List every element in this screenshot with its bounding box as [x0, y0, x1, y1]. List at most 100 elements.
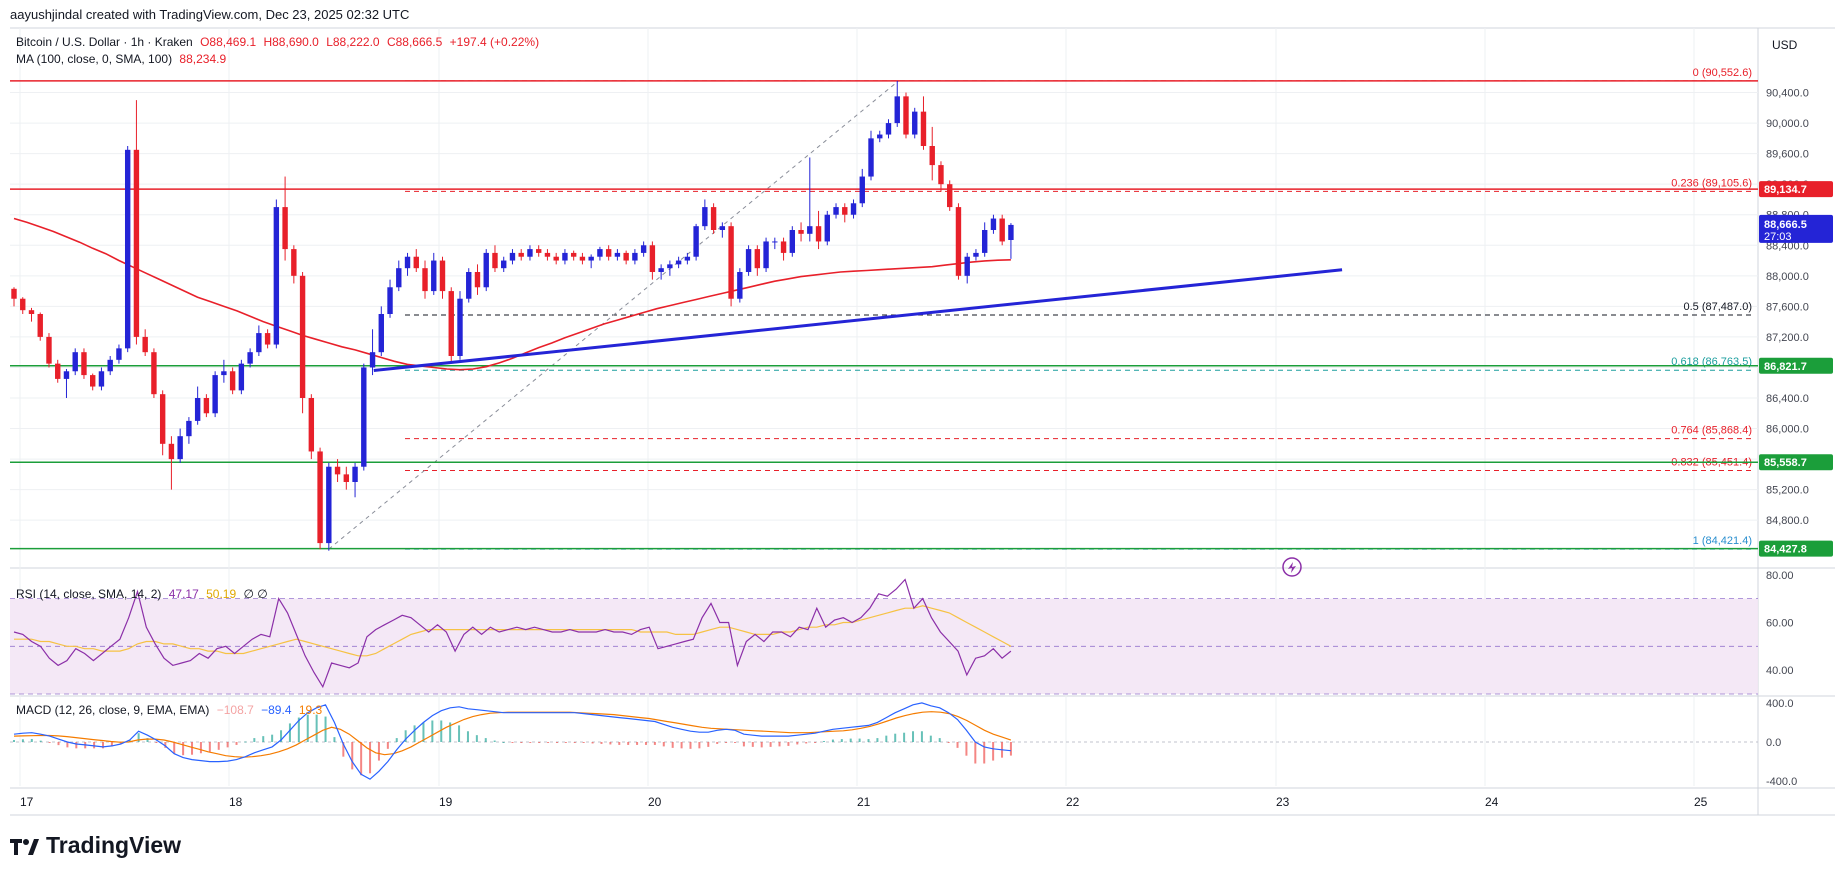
candle-body	[990, 218, 997, 230]
macd-histogram-bar	[217, 742, 220, 750]
y-tick-label: 90,000.0	[1766, 118, 1809, 130]
macd-histogram-bar	[30, 738, 33, 742]
candle-body	[553, 256, 559, 261]
macd-histogram-bar	[431, 720, 434, 742]
candle-body	[518, 252, 524, 257]
macd-histogram-bar	[182, 742, 185, 756]
bar-countdown-label: 27:03	[1764, 231, 1792, 243]
candle-body	[824, 214, 830, 242]
macd-histogram-bar	[769, 742, 772, 747]
macd-histogram-bar	[369, 742, 372, 774]
candle-body	[308, 398, 315, 452]
rsi-label[interactable]: RSI (14, close, SMA, 14, 2)	[16, 587, 162, 601]
x-tick-label: 20	[648, 795, 662, 809]
candle-body	[649, 245, 656, 272]
legend-change: +197.4 (+0.22%)	[449, 35, 540, 49]
price-legend: Bitcoin / U.S. Dollar · 1h · Kraken O88,…	[16, 35, 543, 49]
macd-histogram-bar	[938, 738, 941, 742]
candle-body	[203, 398, 210, 414]
macd-histogram-bar	[119, 742, 122, 744]
macd-histogram-bar	[57, 742, 60, 746]
macd-histogram-bar	[636, 742, 639, 745]
candle-body	[448, 291, 454, 356]
candle-body	[282, 207, 288, 250]
macd-histogram-bar	[208, 742, 211, 752]
ma-label[interactable]: MA (100, close, 0, SMA, 100)	[16, 52, 173, 66]
macd-histogram-bar	[191, 742, 194, 755]
macd-histogram-bar	[840, 739, 843, 742]
macd-histogram-bar	[110, 742, 113, 747]
macd-histogram-bar	[422, 722, 425, 742]
legend-high: H88,690.0	[263, 35, 319, 49]
candle-body	[159, 394, 166, 444]
candle-body	[186, 420, 192, 437]
candle-body	[570, 252, 577, 257]
legend-low: L88,222.0	[326, 35, 380, 49]
candle-body	[422, 268, 428, 292]
candle-body	[107, 359, 113, 372]
macd-histogram-bar	[858, 738, 861, 742]
candle-body	[194, 398, 201, 421]
candle-body	[527, 249, 533, 257]
macd-histogram-bar	[555, 742, 558, 743]
macd-histogram-bar	[262, 736, 265, 742]
macd-histogram-bar	[787, 742, 790, 746]
macd-histogram-bar	[582, 742, 585, 743]
legend-open: O88,469.1	[200, 35, 257, 49]
candle-body	[737, 272, 743, 299]
macd-histogram-bar	[386, 742, 389, 749]
macd-histogram-bar	[965, 742, 968, 756]
macd-label[interactable]: MACD (12, 26, close, 9, EMA, EMA)	[16, 703, 210, 717]
x-tick-label: 25	[1694, 795, 1708, 809]
y-tick-label: 87,600.0	[1766, 301, 1809, 313]
macd-histogram-bar	[315, 714, 318, 742]
macd-histogram-bar	[920, 731, 923, 742]
y-tick-label: 88,000.0	[1766, 271, 1809, 283]
candle-body	[702, 207, 708, 227]
candle-body	[999, 218, 1005, 242]
macd-histogram-bar	[173, 742, 176, 754]
candle-body	[483, 252, 489, 288]
macd-histogram-bar	[413, 725, 416, 742]
macd-histogram-bar	[342, 742, 345, 757]
symbol-label[interactable]: Bitcoin / U.S. Dollar · 1h · Kraken	[16, 35, 193, 49]
candle-body	[229, 371, 236, 391]
macd-histogram-bar	[644, 742, 647, 745]
rsi-value: 47.17	[168, 587, 199, 601]
candle-body	[859, 176, 865, 204]
macd-histogram-bar	[983, 742, 986, 764]
y-tick-label: 90,400.0	[1766, 88, 1809, 100]
fib-level-label: 0.5 (87,487.0)	[1684, 301, 1753, 313]
fib-level-label: 0 (90,552.6)	[1693, 67, 1752, 79]
candle-body	[37, 314, 43, 337]
candle-body	[955, 207, 962, 276]
candle-body	[772, 241, 778, 243]
macd-histogram-bar	[974, 742, 977, 764]
macd-histogram-bar	[48, 742, 51, 743]
support-price-tag	[1759, 454, 1833, 471]
macd-histogram-bar	[466, 731, 469, 742]
candle-body	[413, 256, 419, 269]
macd-histogram-bar	[502, 742, 505, 743]
macd-histogram-bar	[849, 738, 852, 742]
candle-body	[964, 256, 970, 276]
candle-body	[728, 226, 734, 299]
x-tick-label: 17	[20, 795, 34, 809]
tradingview-logo[interactable]: TradingView	[10, 832, 181, 859]
alert-icon[interactable]	[1282, 557, 1302, 577]
rsi-sma-line	[14, 605, 1012, 657]
macd-histogram-bar	[226, 742, 229, 748]
macd-histogram-bar	[128, 740, 131, 742]
candle-body	[46, 336, 52, 364]
macd-histogram-bar	[885, 735, 888, 742]
candle-body	[11, 288, 17, 299]
tradingview-logo-text: TradingView	[46, 832, 182, 858]
macd-histogram-bar	[742, 742, 745, 747]
candle-body	[361, 367, 367, 467]
candle-body	[72, 352, 78, 372]
currency-label[interactable]: USD	[1772, 38, 1798, 52]
candle-body	[833, 207, 839, 215]
support-price-tag	[1759, 540, 1833, 557]
candle-body	[509, 252, 516, 261]
candle-body	[798, 230, 804, 234]
